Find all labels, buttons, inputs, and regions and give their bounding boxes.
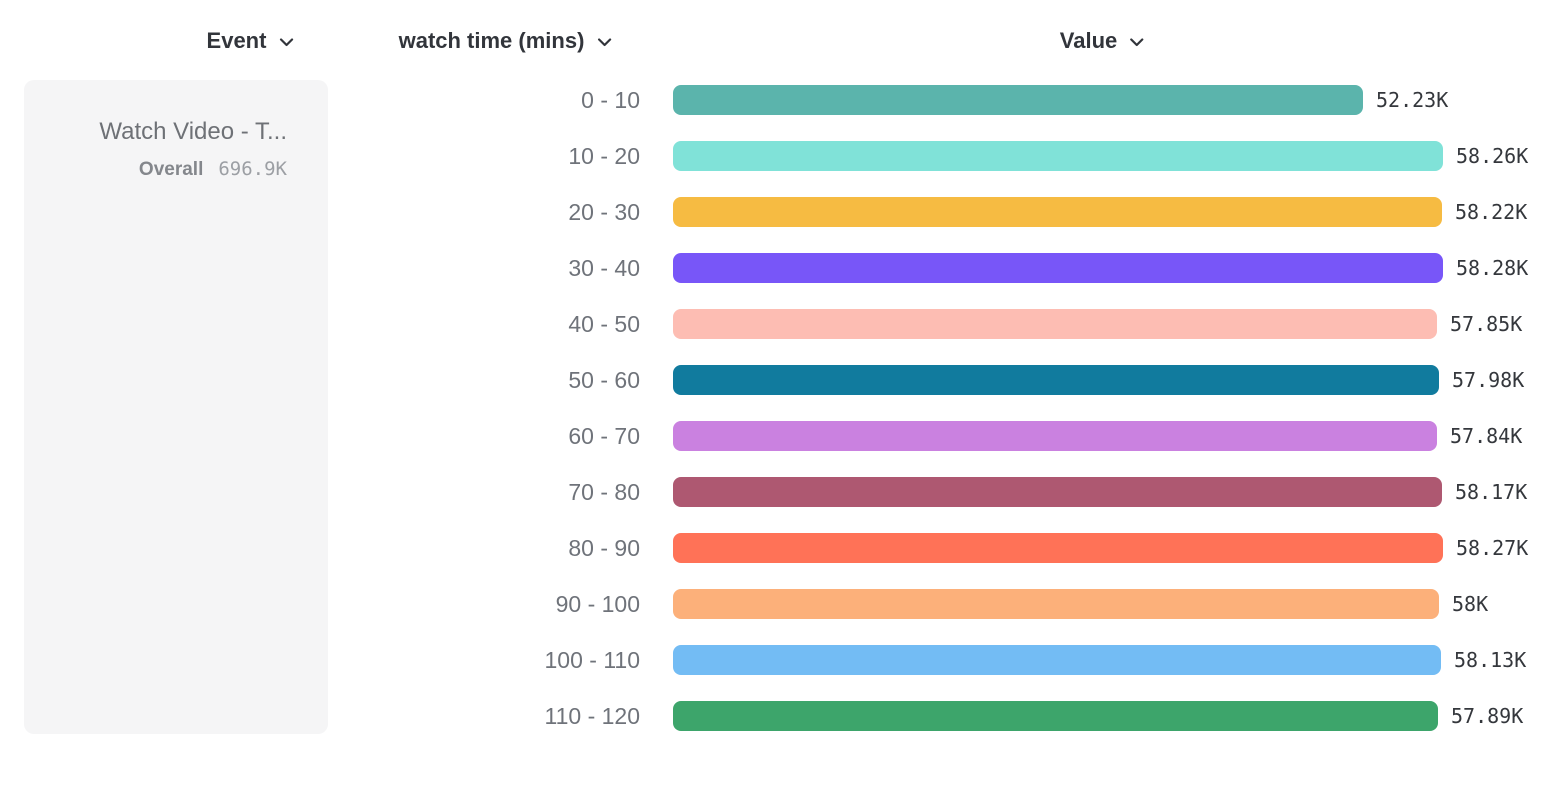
chart-row: 110 - 120 57.89K (0, 688, 1568, 744)
bar-segment[interactable] (673, 197, 1442, 227)
bar-segment[interactable] (673, 645, 1441, 675)
bar-segment[interactable] (673, 589, 1439, 619)
bar-value-label: 58.13K (1454, 648, 1527, 672)
bar-value-label: 52.23K (1376, 88, 1449, 112)
chart-row: 30 - 40 58.28K (0, 240, 1568, 296)
overall-row: Overall 696.9K (63, 158, 287, 181)
chart-row: 40 - 50 57.85K (0, 296, 1568, 352)
chart-row: 50 - 60 57.98K (0, 352, 1568, 408)
bar-value-label: 57.85K (1450, 312, 1523, 336)
bar-category-label: 90 - 100 (555, 591, 640, 617)
overall-value: 696.9K (218, 158, 287, 180)
bar-segment[interactable] (673, 365, 1439, 395)
chevron-down-icon (1130, 38, 1144, 47)
bar-category-label: 60 - 70 (568, 423, 640, 449)
chart-row: 80 - 90 58.27K (0, 520, 1568, 576)
bar-category-label: 0 - 10 (581, 87, 640, 113)
bar-category-label: 40 - 50 (568, 311, 640, 337)
bar-category-label: 100 - 110 (544, 647, 640, 673)
bar-segment[interactable] (673, 309, 1437, 339)
bar-category-label: 20 - 30 (568, 199, 640, 225)
chevron-down-icon (279, 38, 294, 47)
event-column-label: Event (206, 28, 267, 53)
chart-row: 90 - 100 58K (0, 576, 1568, 632)
bar-value-label: 57.84K (1450, 424, 1523, 448)
bar-value-label: 58.26K (1456, 144, 1529, 168)
chart-row: 70 - 80 58.17K (0, 464, 1568, 520)
bar-value-label: 58K (1452, 592, 1489, 616)
bar-value-label: 58.17K (1455, 480, 1528, 504)
overall-label: Overall (138, 159, 204, 180)
bar-value-label: 58.28K (1456, 256, 1529, 280)
bar-category-label: 10 - 20 (568, 143, 640, 169)
bar-category-label: 110 - 120 (544, 703, 640, 729)
bar-category-label: 70 - 80 (568, 479, 640, 505)
bar-value-label: 57.98K (1452, 368, 1525, 392)
chart-row: 10 - 20 58.26K (0, 128, 1568, 184)
event-legend-card[interactable]: Watch Video - T... Overall 696.9K (24, 80, 328, 734)
value-column-dropdown[interactable]: Value (1060, 28, 1144, 54)
chart-row: 0 - 10 52.23K (0, 72, 1568, 128)
chart-row: 60 - 70 57.84K (0, 408, 1568, 464)
bar-segment[interactable] (673, 477, 1442, 507)
bar-segment[interactable] (673, 533, 1443, 563)
bar-category-label: 30 - 40 (568, 255, 640, 281)
bar-value-label: 58.22K (1455, 200, 1528, 224)
bar-segment[interactable] (673, 421, 1437, 451)
bar-value-label: 58.27K (1456, 536, 1529, 560)
bar-segment[interactable] (673, 85, 1363, 115)
chevron-down-icon (597, 38, 612, 47)
bar-segment[interactable] (673, 701, 1438, 731)
event-name: Watch Video - T... (99, 118, 287, 145)
bar-category-label: 50 - 60 (568, 367, 640, 393)
bar-segment[interactable] (673, 141, 1443, 171)
event-column-dropdown[interactable]: Event (207, 28, 294, 54)
chart-row: 20 - 30 58.22K (0, 184, 1568, 240)
breakdown-column-dropdown[interactable]: watch time (mins) (399, 28, 612, 54)
breakdown-column-label: watch time (mins) (398, 28, 585, 53)
bar-value-label: 57.89K (1451, 704, 1524, 728)
bar-segment[interactable] (673, 253, 1443, 283)
bar-category-label: 80 - 90 (568, 535, 640, 561)
chart-row: 100 - 110 58.13K (0, 632, 1568, 688)
value-column-label: Value (1059, 28, 1118, 53)
